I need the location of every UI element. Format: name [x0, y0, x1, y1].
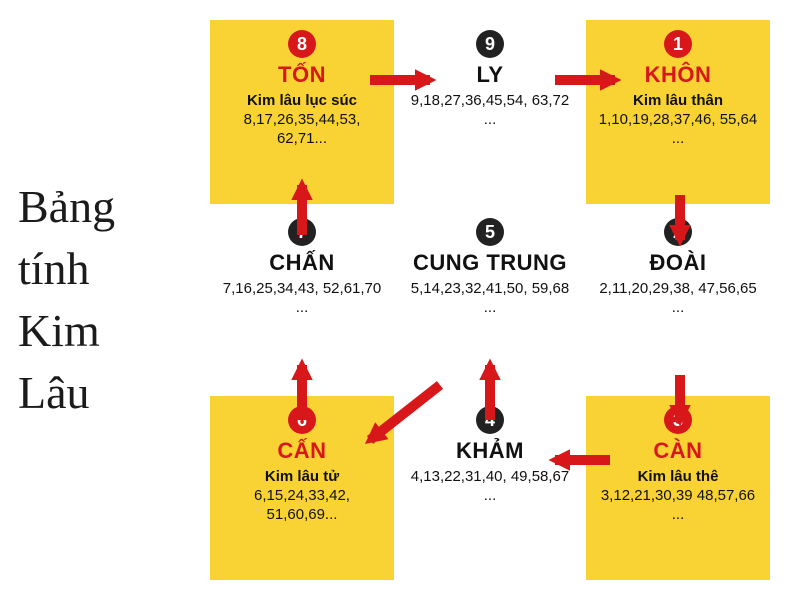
title-line: Lâu: [18, 362, 200, 424]
badge-number: 3: [664, 406, 692, 434]
cell-numbers: 8,17,26,35,44,53, 62,71...: [218, 111, 386, 149]
cell-khôn: 1 KHÔN Kim lâu thân 1,10,19,28,37,46, 55,64…: [586, 20, 770, 204]
badge-number: 6: [288, 406, 316, 434]
cell-name: CHẤN: [269, 250, 335, 276]
cell-name: KHẢM: [456, 438, 524, 464]
cell-name: KHÔN: [645, 62, 712, 88]
cell-numbers: 3,12,21,30,39 48,57,66 ...: [594, 487, 762, 525]
cell-cung-trung: 5 CUNG TRUNG 5,14,23,32,41,50, 59,68 ...: [398, 208, 582, 392]
cell-subtitle: Kim lâu thân: [633, 92, 723, 109]
badge-number: 7: [288, 218, 316, 246]
cell-cấn: 6 CẤN Kim lâu tử 6,15,24,33,42, 51,60,69...: [210, 396, 394, 580]
cell-ly: 9 LY 9,18,27,36,45,54, 63,72 ...: [398, 20, 582, 204]
badge-number: 9: [476, 30, 504, 58]
cell-subtitle: Kim lâu tử: [265, 468, 339, 485]
page-title: Bảng tính Kim Lâu: [0, 176, 200, 424]
badge-number: 8: [288, 30, 316, 58]
cell-name: CÀN: [653, 438, 702, 464]
cell-name: CUNG TRUNG: [413, 250, 567, 276]
cell-chấn: 7 CHẤN 7,16,25,34,43, 52,61,70 ...: [210, 208, 394, 392]
badge-number: 1: [664, 30, 692, 58]
cell-numbers: 1,10,19,28,37,46, 55,64 ...: [594, 111, 762, 149]
title-line: Bảng: [18, 176, 200, 238]
kim-lau-grid: 8 TỐN Kim lâu lục súc 8,17,26,35,44,53, 62,…: [210, 20, 770, 580]
cell-name: CẤN: [277, 438, 326, 464]
badge-number: 5: [476, 218, 504, 246]
cell-numbers: 6,15,24,33,42, 51,60,69...: [218, 487, 386, 525]
cell-numbers: 7,16,25,34,43, 52,61,70 ...: [218, 280, 386, 318]
cell-numbers: 9,18,27,36,45,54, 63,72 ...: [406, 92, 574, 130]
badge-number: 4: [476, 406, 504, 434]
cell-càn: 3 CÀN Kim lâu thê 3,12,21,30,39 48,57,66 ..…: [586, 396, 770, 580]
badge-number: 2: [664, 218, 692, 246]
cell-name: TỐN: [278, 62, 326, 88]
cell-numbers: 5,14,23,32,41,50, 59,68 ...: [406, 280, 574, 318]
title-line: Kim: [18, 300, 200, 362]
cell-subtitle: Kim lâu lục súc: [247, 92, 357, 109]
cell-numbers: 2,11,20,29,38, 47,56,65 ...: [594, 280, 762, 318]
cell-đoài: 2 ĐOÀI 2,11,20,29,38, 47,56,65 ...: [586, 208, 770, 392]
cell-subtitle: Kim lâu thê: [638, 468, 719, 485]
cell-name: ĐOÀI: [650, 250, 707, 276]
cell-name: LY: [476, 62, 503, 88]
title-line: tính: [18, 238, 200, 300]
cell-khảm: 4 KHẢM 4,13,22,31,40, 49,58,67 ...: [398, 396, 582, 580]
cell-numbers: 4,13,22,31,40, 49,58,67 ...: [406, 468, 574, 506]
cell-tốn: 8 TỐN Kim lâu lục súc 8,17,26,35,44,53, 62,…: [210, 20, 394, 204]
